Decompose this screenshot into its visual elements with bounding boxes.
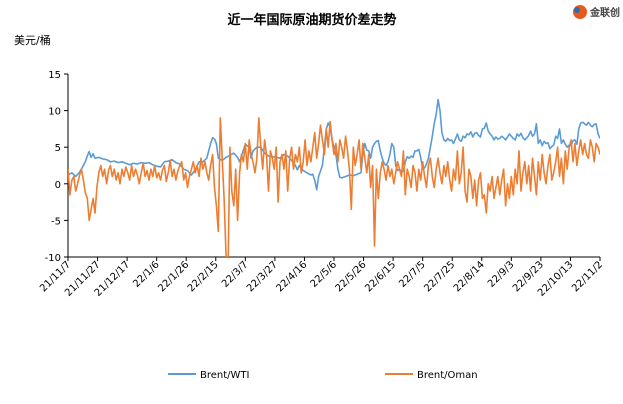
y-tick-label: 15 <box>48 70 61 81</box>
x-tick-label: 22/6/15 <box>363 259 398 294</box>
x-tick-label: 22/11/2 <box>570 259 605 294</box>
legend-label: Brent/WTI <box>200 370 249 381</box>
x-tick-label: 22/8/14 <box>452 259 487 294</box>
x-tick-label: 22/7/25 <box>422 259 457 294</box>
x-tick-label: 22/3/27 <box>245 259 280 294</box>
y-tick-label: -10 <box>45 253 61 264</box>
legend-label: Brent/Oman <box>417 370 478 381</box>
x-tick-label: 22/1/26 <box>156 259 191 294</box>
y-tick-label: 10 <box>48 107 61 118</box>
chart-title: 近一年国际原油期货价差走势 <box>227 12 396 28</box>
x-tick-label: 22/5/26 <box>334 259 369 294</box>
series-line-brent-oman <box>68 117 600 257</box>
y-tick-label: 0 <box>55 180 61 191</box>
brand-logo: 金联创 <box>573 5 620 19</box>
y-axis-label: 美元/桶 <box>14 33 51 47</box>
logo-text: 金联创 <box>589 6 620 19</box>
x-tick-label: 22/4/16 <box>275 259 310 294</box>
y-tick-label: 5 <box>55 143 61 154</box>
x-tick-label: 22/2/15 <box>186 259 221 294</box>
y-tick-label: -5 <box>51 216 61 227</box>
